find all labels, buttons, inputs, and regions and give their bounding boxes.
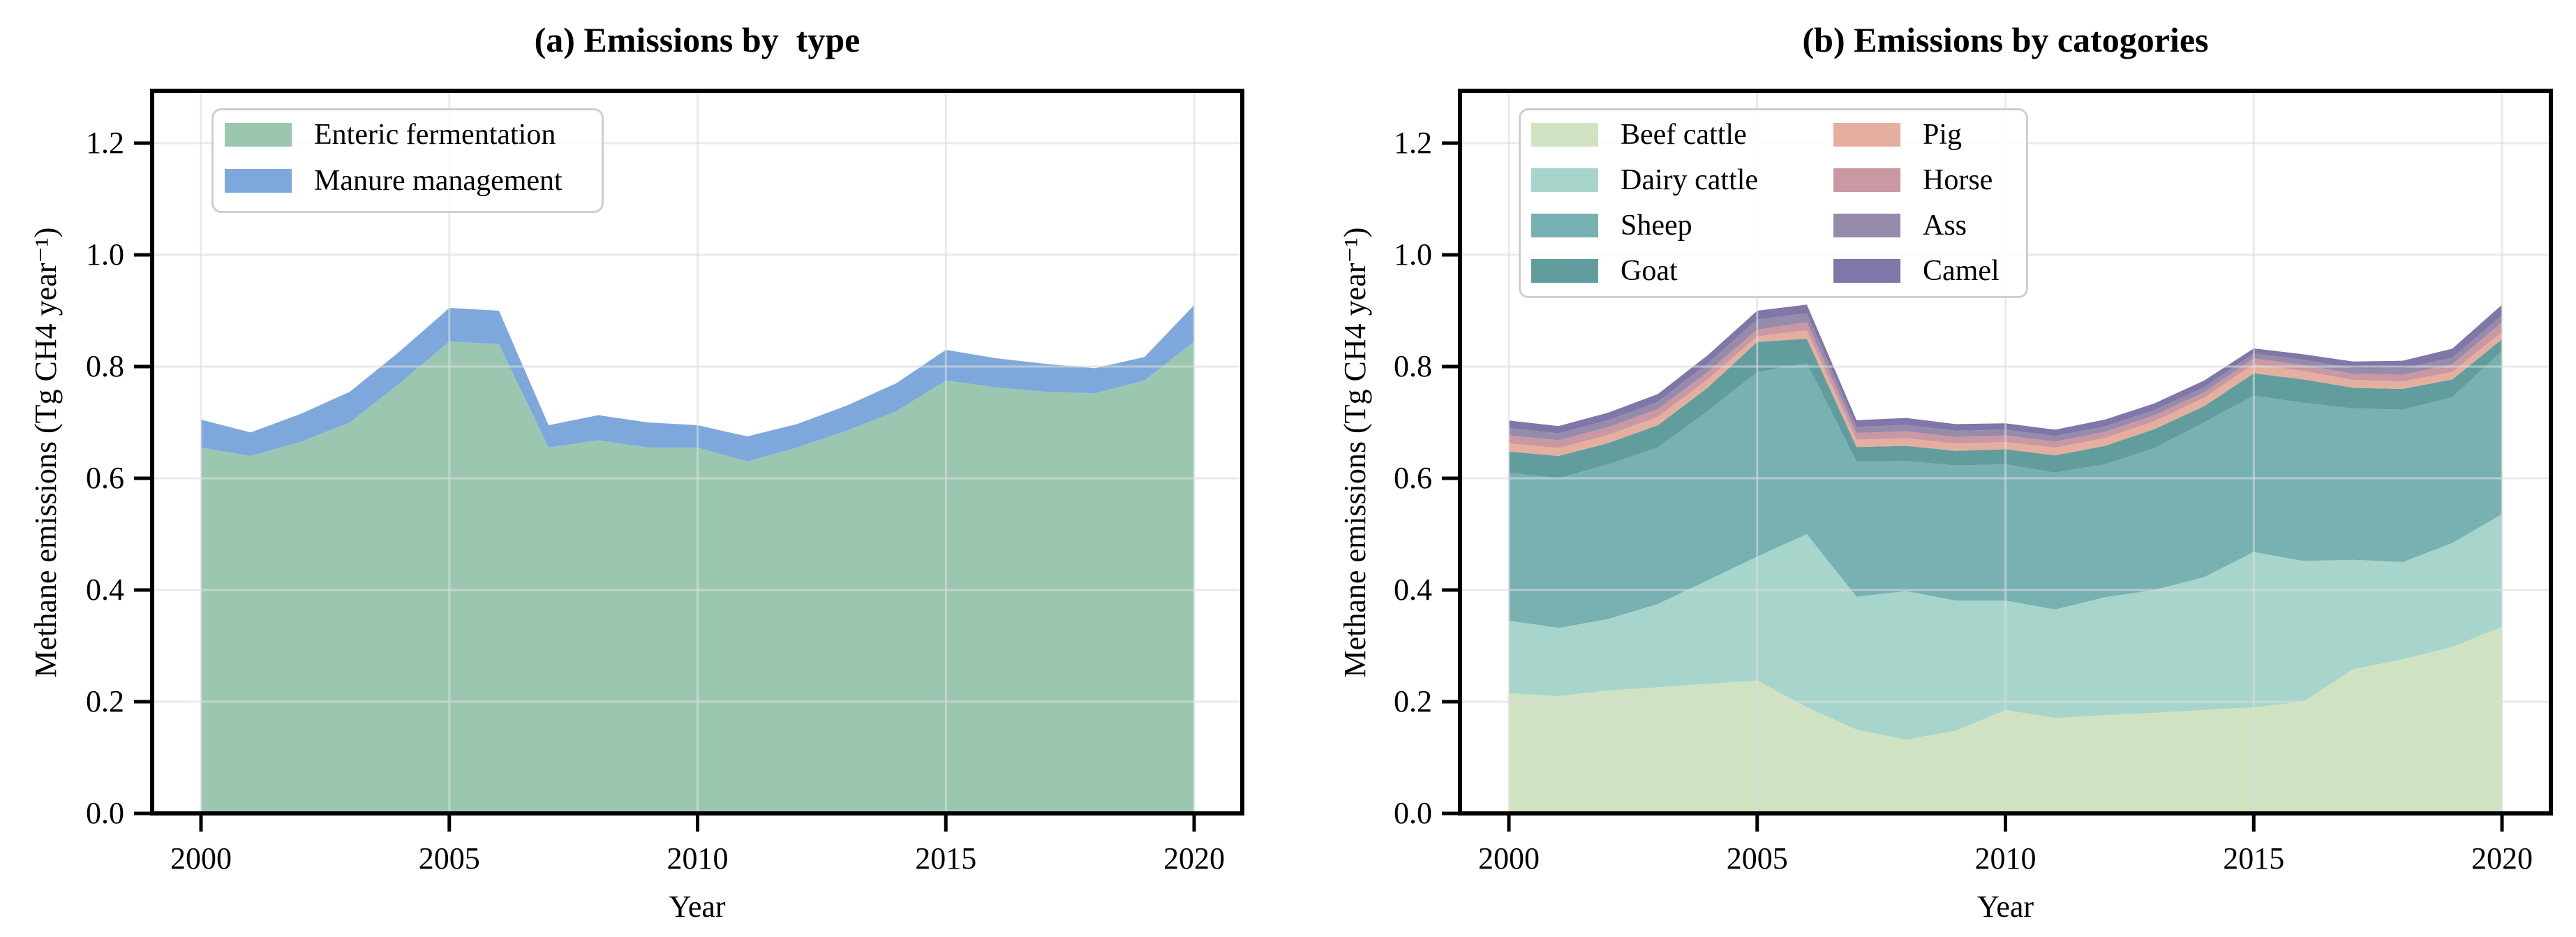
y-tick-label: 0.2 (1394, 684, 1432, 718)
plot-frame (150, 89, 1244, 816)
legend-swatch-icon (1833, 259, 1900, 283)
y-tick-label: 0.0 (86, 796, 124, 830)
panel-b-y-axis-label: Methane emissions (Tg CH4 year⁻¹) (1338, 227, 1372, 678)
legend-label: Pig (1923, 119, 1963, 151)
legend-item-horse: Horse (1833, 165, 1993, 195)
legend-label: Beef cattle (1621, 119, 1747, 151)
y-tick-label: 1.2 (1394, 126, 1432, 160)
legend-item-ass: Ass (1833, 210, 1967, 241)
x-tick-label: 2010 (1974, 841, 2037, 876)
legend-label: Horse (1923, 164, 1993, 196)
y-tick-label: 0.2 (86, 684, 124, 718)
legend-swatch-icon (1833, 214, 1900, 237)
y-tick-label: 0.4 (86, 573, 124, 607)
y-tick-label: 0.6 (1394, 461, 1432, 495)
y-tick-label: 0.8 (1394, 349, 1432, 383)
x-tick-label: 2015 (915, 841, 977, 876)
x-tick-label: 2020 (1163, 841, 1225, 876)
legend-label: Ass (1923, 209, 1967, 242)
legend-item-camel: Camel (1833, 256, 2000, 286)
panel-b-legend: Beef cattle Dairy cattle Sheep Goat Pig Horse… (1519, 108, 2028, 298)
plot-frame (1458, 89, 2553, 816)
legend-label: Enteric fermentation (314, 119, 556, 151)
x-tick-label: 2010 (667, 841, 729, 876)
legend-label: Dairy cattle (1621, 164, 1759, 196)
legend-item-beef-cattle: Beef cattle (1531, 119, 1747, 150)
y-tick-label: 1.0 (86, 237, 124, 272)
panel-b-title: (b) Emissions by catogories (1802, 20, 2209, 59)
y-tick-label: 0.8 (86, 349, 124, 383)
legend-swatch-icon (225, 169, 292, 193)
y-tick-label: 1.2 (86, 126, 124, 160)
legend-item-sheep: Sheep (1531, 210, 1692, 241)
legend-swatch-icon (1833, 168, 1900, 192)
y-tick-label: 1.0 (1394, 237, 1432, 272)
legend-label: Manure management (314, 165, 563, 197)
legend-item-manure-management: Manure management (225, 165, 563, 196)
legend-label: Goat (1621, 255, 1678, 287)
legend-swatch-icon (1531, 123, 1598, 147)
y-tick-label: 0.0 (1394, 796, 1432, 830)
legend-swatch-icon (225, 123, 292, 147)
y-tick-label: 0.6 (86, 461, 124, 495)
x-tick-label: 2020 (2471, 841, 2533, 876)
x-tick-label: 2005 (1726, 841, 1788, 876)
legend-item-enteric-fermentation: Enteric fermentation (225, 119, 556, 150)
x-tick-label: 2005 (418, 841, 480, 876)
x-tick-label: 2015 (2223, 841, 2285, 876)
legend-swatch-icon (1531, 259, 1598, 283)
legend-swatch-icon (1531, 214, 1598, 237)
panel-a-title: (a) Emissions by type (534, 20, 861, 59)
legend-label: Camel (1923, 255, 2000, 287)
x-tick-label: 2000 (170, 841, 232, 876)
legend-label: Sheep (1621, 209, 1692, 242)
legend-item-dairy-cattle: Dairy cattle (1531, 165, 1758, 195)
legend-swatch-icon (1833, 123, 1900, 147)
x-tick-label: 2000 (1478, 841, 1540, 876)
panel-a-legend: Enteric fermentation Manure management (211, 108, 604, 213)
legend-item-goat: Goat (1531, 256, 1678, 286)
panel-a-x-axis-label: Year (669, 890, 726, 924)
legend-item-pig: Pig (1833, 119, 1962, 150)
panel-b-x-axis-label: Year (1976, 890, 2034, 924)
legend-swatch-icon (1531, 168, 1598, 192)
y-tick-label: 0.4 (1394, 573, 1432, 607)
